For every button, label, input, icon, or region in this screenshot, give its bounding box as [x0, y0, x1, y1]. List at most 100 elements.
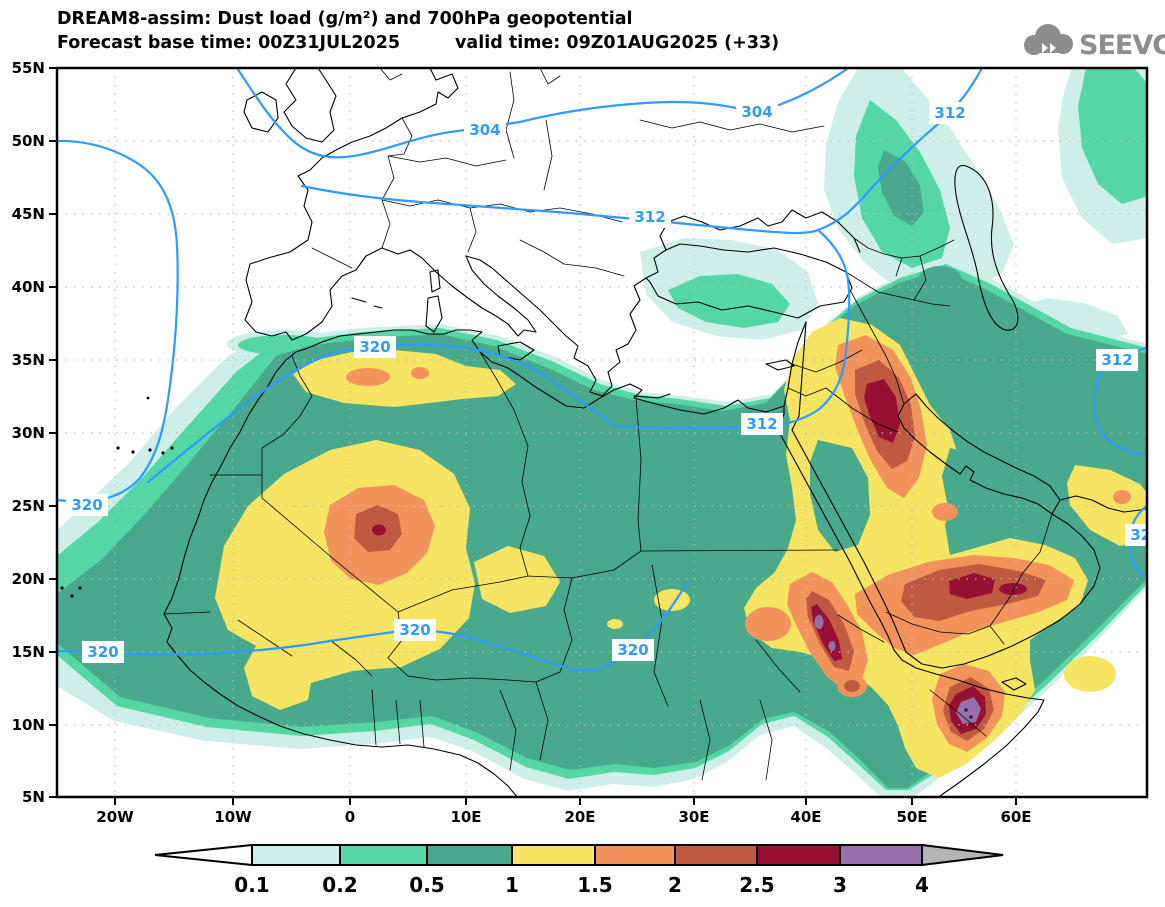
- svg-text:320: 320: [617, 641, 648, 659]
- dust-region-1p5: [932, 503, 958, 521]
- svg-text:320: 320: [1130, 526, 1161, 544]
- svg-text:50E: 50E: [896, 808, 927, 826]
- dust-region-2p5: [864, 379, 900, 443]
- svg-text:312: 312: [934, 104, 965, 122]
- colorbar-cell: [426, 844, 513, 866]
- dust-region-0p5: [918, 266, 962, 294]
- y-axis-labels: 55N 50N 45N 40N 35N 30N 25N 20N 15N 10N …: [12, 59, 45, 806]
- svg-text:0.5: 0.5: [409, 873, 444, 897]
- chart-title: DREAM8-assim: Dust load (g/m²) and 700hP…: [57, 9, 633, 29]
- dust-region-1: [293, 350, 516, 407]
- dust-region-1p5: [411, 367, 429, 379]
- contour-label: 312: [1096, 349, 1138, 371]
- dust-region-3: [956, 697, 981, 724]
- coastline-caspian: [954, 164, 1019, 331]
- island-corsica: [429, 269, 441, 293]
- island-canaries: [116, 396, 174, 455]
- contour-312-levant: [612, 228, 851, 430]
- cloud-icon: [1024, 24, 1073, 55]
- map-frame: 55N 50N 45N 40N 35N 30N 25N 20N 15N 10N …: [12, 59, 1149, 826]
- dust-region-2p5: [372, 524, 386, 536]
- svg-text:320: 320: [359, 338, 390, 356]
- dust-region-3: [814, 615, 824, 629]
- svg-text:55N: 55N: [12, 59, 45, 77]
- island-sardinia: [425, 295, 443, 333]
- dust-region-1p5: [745, 607, 791, 641]
- island-socotra: [1001, 677, 1027, 691]
- dust-region-1: [744, 318, 1088, 778]
- colorbar-cell: [339, 844, 428, 866]
- coastline-persian-gulf-north: [903, 393, 1061, 515]
- svg-text:20E: 20E: [564, 808, 595, 826]
- contour-labels: 304 304 312 312 320 312 320 320 320 320 …: [66, 101, 1161, 663]
- coastline-blacksea-north: [659, 209, 861, 253]
- y-axis-ticks: [49, 67, 57, 798]
- svg-text:60E: 60E: [1000, 808, 1031, 826]
- dust-region-3: [828, 641, 836, 651]
- dust-region-1p5: [346, 368, 390, 386]
- dust-region-0p2: [1078, 68, 1147, 204]
- borders-sahel: [163, 564, 773, 781]
- contour-label: 320: [612, 639, 654, 661]
- dust-region-2p5: [999, 583, 1027, 595]
- coastline-adriatic-greece: [465, 249, 667, 397]
- island-crete: [633, 393, 671, 399]
- geopotential-contours: [57, 68, 1147, 672]
- contour-label: 320: [394, 619, 436, 641]
- colorbar-over-arrow: [921, 843, 1004, 867]
- coastline-iran-south: [1059, 495, 1147, 513]
- svg-text:312: 312: [746, 415, 777, 433]
- svg-text:40E: 40E: [790, 808, 821, 826]
- svg-text:0: 0: [345, 808, 355, 826]
- svg-text:2.5: 2.5: [739, 873, 774, 897]
- svg-text:40N: 40N: [12, 278, 45, 296]
- contour-320-maghreb: [146, 343, 616, 484]
- svg-text:304: 304: [469, 121, 500, 139]
- colorbar-cell: [756, 844, 841, 866]
- coastline-anatolia: [645, 243, 853, 319]
- dust-region-0p5: [942, 448, 1015, 532]
- svg-text:0.2: 0.2: [322, 873, 357, 897]
- dust-region-2: [844, 680, 860, 692]
- dust-region-1: [1064, 656, 1116, 692]
- forecast-base-time: Forecast base time: 00Z31JUL2025: [57, 33, 400, 53]
- svg-text:1.5: 1.5: [577, 873, 612, 897]
- svg-text:20N: 20N: [12, 570, 45, 588]
- dust-region-0p2: [668, 274, 790, 328]
- graticule: [57, 68, 1147, 797]
- svg-text:10W: 10W: [214, 808, 252, 826]
- contour-label: 312: [741, 413, 783, 435]
- svg-text:35N: 35N: [12, 351, 45, 369]
- island-cyprus: [765, 359, 795, 371]
- dust-region-0p5: [1094, 356, 1147, 470]
- svg-text:320: 320: [399, 621, 430, 639]
- svg-text:312: 312: [1101, 351, 1132, 369]
- contour-312: [300, 68, 984, 235]
- valid-time: valid time: 09Z01AUG2025 (+33): [455, 33, 779, 53]
- svg-text:0.1: 0.1: [234, 873, 269, 897]
- coastline-italy: [409, 249, 537, 337]
- dust-field: [57, 68, 1147, 797]
- borders-middle-east: [787, 289, 1053, 645]
- coastline-redsea-west: [777, 429, 895, 651]
- coastline-britain: [283, 68, 337, 143]
- dust-region-0p5: [810, 440, 870, 552]
- svg-text:10E: 10E: [450, 808, 481, 826]
- contour-label: 320: [66, 494, 108, 516]
- colorbar-cell: [839, 844, 923, 866]
- coastline-redsea-east: [791, 429, 907, 653]
- svg-text:10N: 10N: [12, 716, 45, 734]
- borders-north-africa: [209, 351, 839, 613]
- svg-text:20W: 20W: [96, 808, 134, 826]
- graticule-parallels: [57, 140, 1147, 726]
- svg-text:50N: 50N: [12, 132, 45, 150]
- borders-europe: [311, 68, 825, 277]
- svg-text:45N: 45N: [12, 205, 45, 223]
- svg-text:5N: 5N: [22, 788, 45, 806]
- coastline-europe-west: [244, 68, 459, 341]
- svg-text:25N: 25N: [12, 497, 45, 515]
- contour-label: 312: [929, 102, 971, 124]
- dust-core-dot: [969, 715, 973, 719]
- dust-core-dot: [964, 708, 968, 712]
- country-borders: [163, 68, 1053, 781]
